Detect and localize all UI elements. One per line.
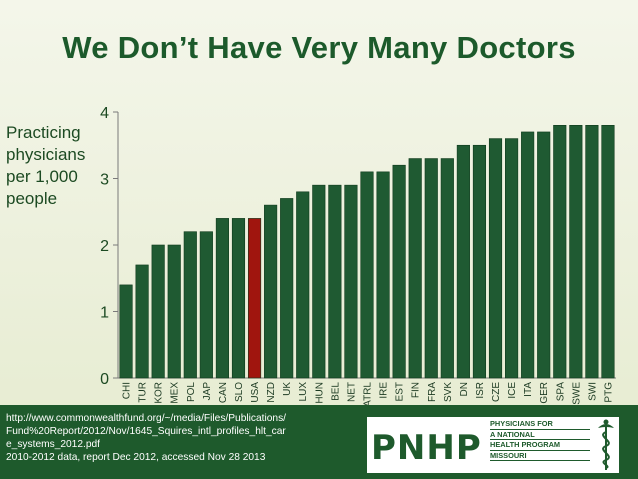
- x-tick-label: IRE: [379, 382, 390, 399]
- bar: [296, 191, 310, 379]
- x-tick-label: SVK: [443, 382, 454, 402]
- x-tick-label: EST: [395, 382, 406, 401]
- x-tick-label: GER: [539, 382, 550, 404]
- bar: [183, 231, 197, 379]
- y-tick-label: 2: [100, 238, 109, 255]
- bar: [440, 158, 454, 379]
- bar: [537, 131, 551, 379]
- bar: [328, 184, 342, 379]
- y-axis-label: Practicing physicians per 1,000 people: [6, 122, 96, 210]
- y-tick-label: 1: [100, 305, 109, 322]
- x-tick-label: CAN: [218, 382, 229, 403]
- x-tick-label: PTG: [603, 382, 614, 403]
- bar: [488, 138, 503, 379]
- x-tick-label: SPA: [555, 382, 566, 402]
- x-tick-label: TUR: [138, 382, 149, 403]
- x-tick-label: CZE: [491, 382, 502, 402]
- x-tick-label: SWI: [587, 382, 598, 401]
- x-tick-label: SWE: [571, 382, 582, 405]
- bar: [151, 244, 165, 379]
- bar: [360, 171, 374, 379]
- y-axis-label-line: per 1,000: [6, 167, 78, 186]
- x-tick-label: LUX: [298, 382, 309, 402]
- x-tick-label: JAP: [202, 382, 213, 401]
- y-axis-label-line: people: [6, 189, 58, 208]
- x-tick-label: USA: [250, 382, 261, 403]
- x-tick-label: ATRL: [363, 382, 374, 407]
- x-tick-label: FIN: [411, 382, 422, 398]
- bar: [472, 144, 487, 379]
- x-tick-label: ITA: [523, 382, 534, 397]
- pnhp-logo-panel: [367, 417, 619, 473]
- source-citation: http://www.commonwealthfund.org/~/media/…: [6, 412, 291, 464]
- bar: [280, 198, 294, 379]
- bar: [119, 284, 133, 379]
- bar: [408, 158, 422, 379]
- y-axis-label-line: physicians: [6, 145, 86, 164]
- bar-chart: 0 1 2 3 4 CHI TUR KOR MEX POL JAP CAN SLO USA NZD UK LUX…: [100, 105, 616, 407]
- org-line: MISSOURI: [490, 451, 590, 461]
- bar: [215, 218, 229, 379]
- x-tick-label: UK: [282, 382, 293, 396]
- bar: [601, 125, 615, 379]
- x-tick-label: FRA: [427, 382, 438, 402]
- y-tick-label: 4: [100, 105, 109, 122]
- org-line: PHYSICIANS FOR: [490, 419, 590, 430]
- org-line: A NATIONAL: [490, 430, 590, 440]
- x-tick-label: NET: [346, 382, 357, 402]
- x-tick-label: ISR: [475, 382, 486, 399]
- bar: [553, 125, 567, 379]
- source-url: http://www.commonwealthfund.org/~/media/…: [6, 413, 287, 450]
- slide-title: We Don’t Have Very Many Doctors: [62, 30, 576, 65]
- bar: [521, 131, 535, 379]
- x-tick-label: BEL: [330, 382, 341, 401]
- x-tick-label: POL: [186, 382, 197, 402]
- x-tick-label: MEX: [170, 382, 181, 404]
- y-tick-label: 0: [100, 371, 109, 388]
- bar: [569, 125, 583, 379]
- org-line: HEALTH PROGRAM: [490, 440, 590, 451]
- x-tick-label: CHI: [122, 382, 133, 399]
- x-tick-label: HUN: [314, 382, 325, 404]
- bar: [247, 218, 262, 379]
- bar: [344, 184, 358, 379]
- bar: [392, 164, 406, 379]
- bar: [585, 125, 599, 379]
- bar: [505, 138, 519, 379]
- bar: [312, 184, 326, 379]
- x-tick-label: KOR: [154, 382, 165, 404]
- bar: [456, 144, 470, 379]
- bar: [424, 158, 438, 379]
- x-tick-label: NZD: [266, 382, 277, 403]
- bar: [376, 171, 390, 379]
- bar: [135, 264, 149, 379]
- bar: [231, 218, 246, 379]
- bar: [199, 231, 213, 379]
- caduceus-icon: [598, 419, 614, 470]
- y-tick-label: 3: [100, 172, 109, 189]
- bar: [264, 204, 278, 379]
- bar: [167, 244, 181, 379]
- pnhp-org-name: PHYSICIANS FOR A NATIONAL HEALTH PROGRAM…: [490, 419, 590, 461]
- x-tick-label: ICE: [507, 382, 518, 399]
- x-tick-label: DN: [459, 382, 470, 396]
- x-tick-label: SLO: [234, 382, 245, 402]
- pnhp-logo: PNHP: [371, 428, 482, 468]
- y-axis-label-line: Practicing: [6, 123, 81, 142]
- source-note: 2010-2012 data, report Dec 2012, accesse…: [6, 452, 266, 463]
